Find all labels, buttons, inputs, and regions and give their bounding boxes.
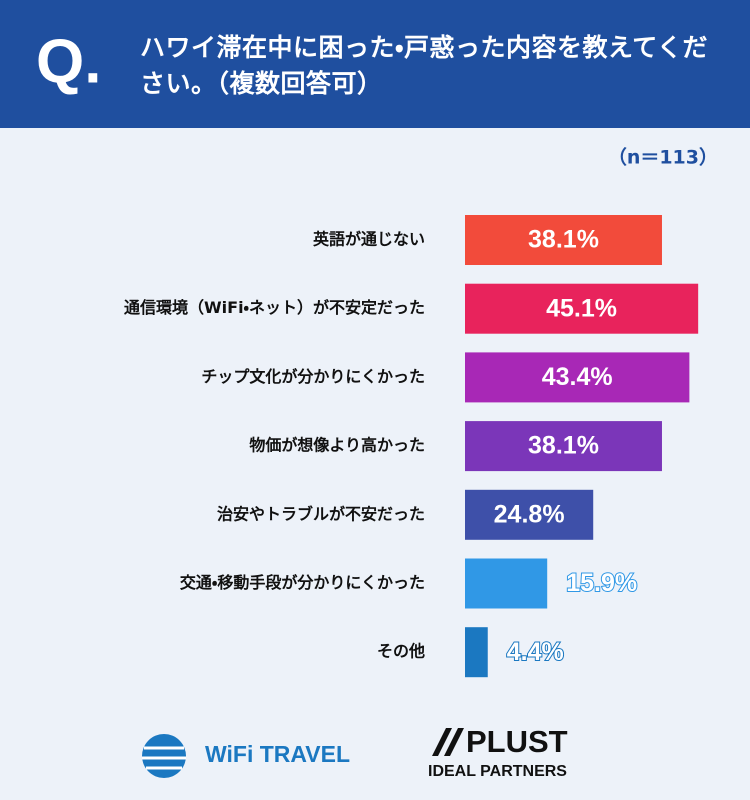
bar <box>465 558 548 609</box>
value-label: 38.1% <box>528 432 599 460</box>
value-label: 24.8% <box>494 500 565 528</box>
logo-globe <box>142 734 186 778</box>
logo-text: WiFi TRAVEL <box>205 741 350 767</box>
value-label: 43.4% <box>542 363 613 391</box>
category-label: 英語が通じない <box>312 230 425 249</box>
logo-text: PLUST <box>466 724 568 759</box>
category-label: 通信環境（WiFi・ネット）が不安定だった <box>124 298 425 317</box>
category-label: 治安やトラブルが不安だった <box>217 504 425 523</box>
logo-globe-lines <box>142 746 186 770</box>
category-label: 物価が想像より高かった <box>249 436 425 455</box>
bar <box>465 283 699 334</box>
sample-size: （n＝113） <box>608 146 718 169</box>
bar <box>465 489 594 540</box>
value-label: 38.1% <box>528 226 599 254</box>
bar <box>465 421 662 472</box>
logo-plust: PLUST IDEAL PARTNERS <box>428 724 568 780</box>
chart-title: ハワイ滞在中に困った・戸惑った内容を教えてください。（複数回答可） <box>140 33 709 98</box>
category-label: その他 <box>377 642 425 661</box>
bar <box>465 352 690 403</box>
logo-wifi: WiFi TRAVEL <box>142 734 350 778</box>
category-label: チップ文化が分かりにくかった <box>201 367 425 386</box>
logo-mark <box>432 728 464 756</box>
logo-text: IDEAL PARTNERS <box>428 763 567 780</box>
value-label: 45.1% <box>546 294 617 322</box>
category-label: 交通・移動手段が分かりにくかった <box>180 573 425 592</box>
value-label: 15.9% <box>566 569 637 597</box>
question-label: Q. <box>36 27 101 96</box>
bar <box>465 215 662 265</box>
bar <box>465 627 488 678</box>
header-band <box>0 0 750 128</box>
value-label: 4.4% <box>507 638 564 666</box>
